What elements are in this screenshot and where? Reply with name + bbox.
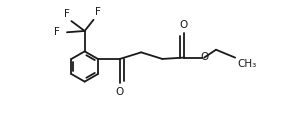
Text: F: F bbox=[64, 9, 70, 19]
Text: O: O bbox=[201, 52, 209, 62]
Text: F: F bbox=[54, 27, 60, 37]
Text: CH₃: CH₃ bbox=[237, 59, 257, 69]
Text: O: O bbox=[179, 20, 188, 30]
Text: O: O bbox=[116, 87, 124, 97]
Text: F: F bbox=[95, 7, 101, 17]
